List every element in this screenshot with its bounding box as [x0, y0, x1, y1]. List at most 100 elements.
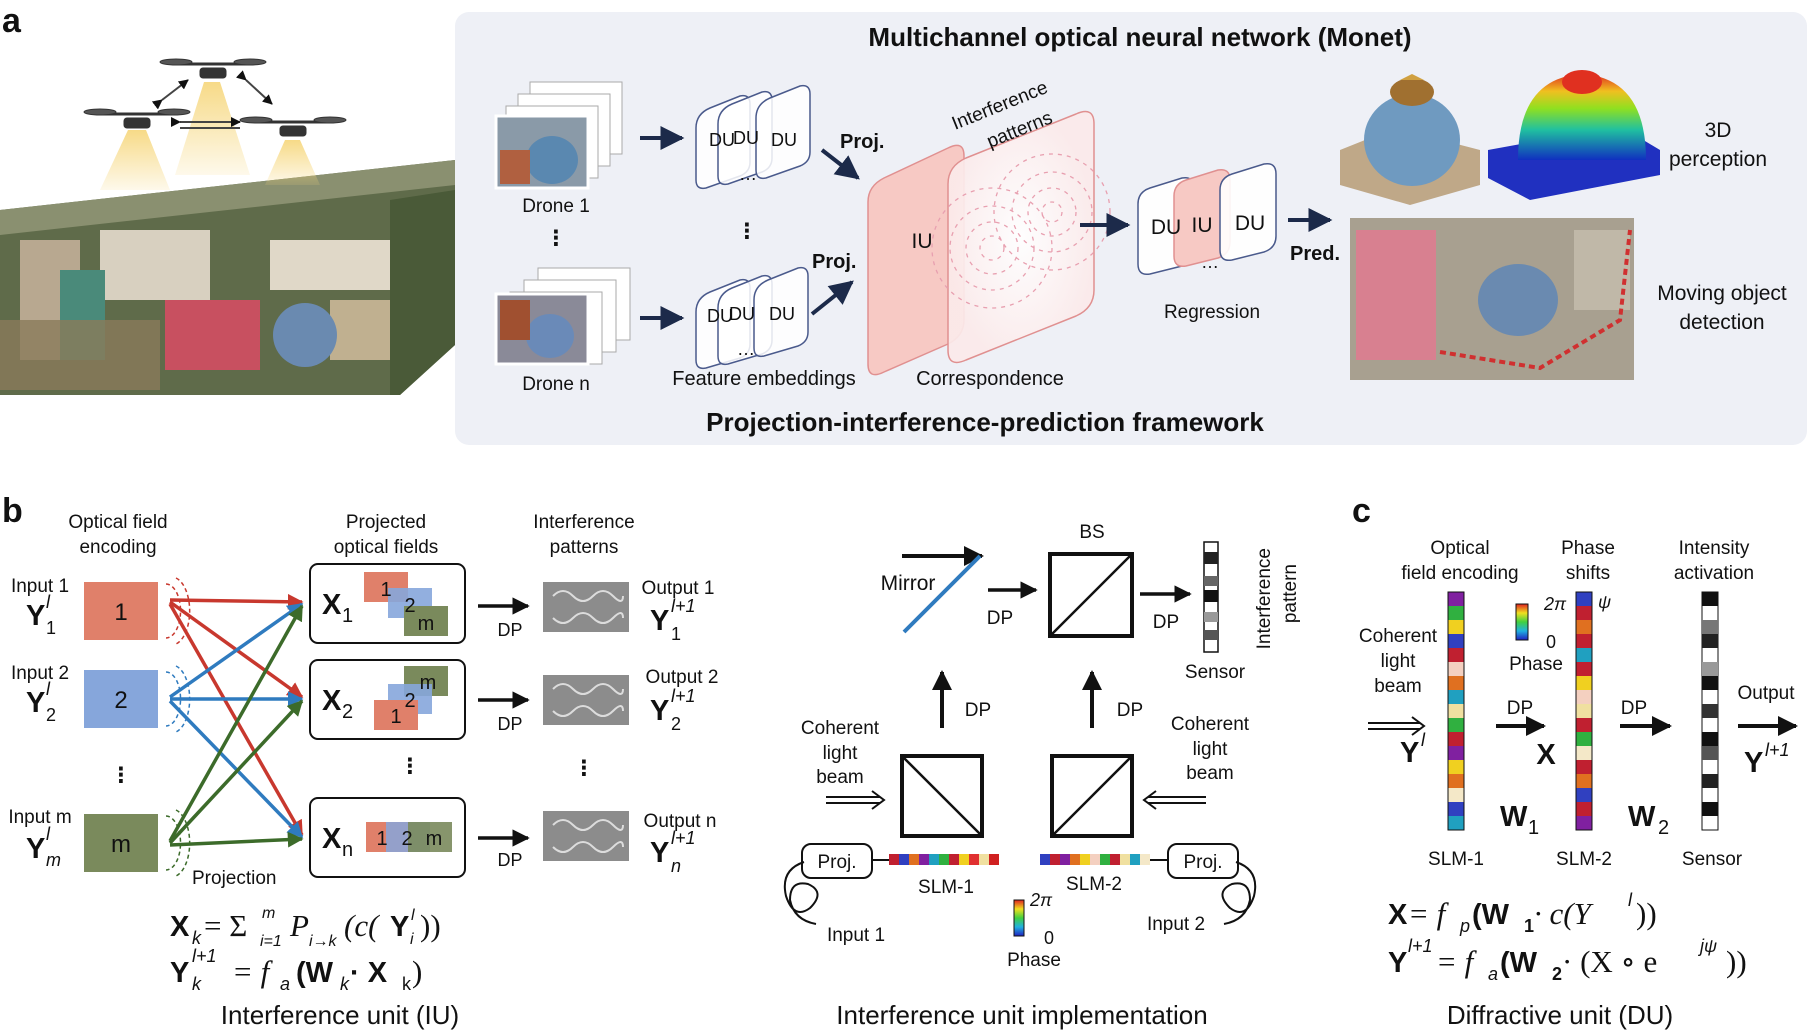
du-label: DU — [729, 304, 755, 324]
vertical-dots: ⋮ — [546, 227, 567, 250]
slm-2-label: SLM-2 — [1066, 874, 1122, 895]
output-n: Output n Y l+1 n — [644, 811, 717, 876]
drone-icon — [83, 58, 347, 137]
dp-label: DP — [497, 714, 522, 734]
dp-label: DP — [987, 608, 1013, 629]
output-n-superscript: l+1 — [671, 828, 696, 848]
output-n-label: Output n — [644, 811, 717, 832]
input-1-symbol: Y — [26, 600, 45, 632]
col-encoding-label-1: Optical — [1430, 538, 1489, 559]
drone-n-image-stack — [494, 267, 631, 366]
output-n-subscript: n — [671, 856, 681, 876]
proj-label-top: Proj. — [840, 131, 884, 153]
ellipsis: … — [1201, 252, 1219, 272]
du-stack-bottom — [695, 266, 809, 370]
projected-box-1: 1 2 m X 1 — [309, 563, 466, 644]
mirror — [902, 554, 982, 634]
psi-label: ψ — [1598, 592, 1611, 612]
slm-1-label: SLM-1 — [1428, 849, 1484, 870]
interference-pattern-label-1: Interference — [1254, 548, 1275, 649]
du-label: DU — [1235, 212, 1265, 235]
eq-symbol: X — [170, 911, 190, 943]
eq-text: (c( — [344, 908, 380, 943]
input-m-label: Input m — [8, 807, 71, 828]
output-2-label: Output 2 — [646, 667, 719, 688]
sensor-strip-impl — [1203, 541, 1219, 653]
eq-superscript: l+1 — [192, 946, 217, 966]
dome-photo — [1340, 74, 1480, 205]
coherent-label-2: light — [823, 743, 859, 764]
bs-diagonal — [901, 755, 983, 837]
interference-pattern-label-2: pattern — [1280, 564, 1301, 623]
col-intensity-label-2: activation — [1674, 563, 1754, 584]
eq-superscript: l — [411, 907, 415, 924]
panel-label-c: c — [1352, 492, 1371, 530]
coherent-label-2: light — [1193, 739, 1229, 760]
interference-thumbnails — [543, 582, 629, 861]
double-arrow-c — [1368, 716, 1426, 736]
fiber-coil-right — [1221, 861, 1257, 925]
output-2-superscript: l+1 — [671, 686, 696, 706]
slm-2-column — [1575, 591, 1593, 831]
col-phase-label-1: Phase — [1561, 538, 1615, 559]
du-label: DU — [1151, 216, 1181, 239]
eq-text: P — [289, 908, 309, 943]
dp-arrows-b — [478, 597, 530, 847]
input-m-superscript: l — [46, 824, 51, 844]
projected-box-2: m 2 1 X 2 — [309, 659, 466, 740]
phase-colorbar-impl — [1013, 899, 1025, 937]
y-in-symbol: Y — [1400, 737, 1419, 769]
eq-subscript: k — [402, 974, 412, 994]
eq-subscript: k — [192, 974, 202, 994]
eq-subscript: 2 — [1552, 964, 1562, 984]
eq-subscript: 1 — [1524, 916, 1534, 936]
stack-label: 1 — [376, 828, 387, 850]
x-n-symbol: X — [322, 823, 342, 855]
moving-object-label-2: detection — [1679, 311, 1764, 334]
correspondence-label: Correspondence — [916, 368, 1064, 390]
proj-label: Proj. — [817, 852, 856, 873]
phase-label: Phase — [1007, 950, 1061, 971]
dp-label: DP — [497, 620, 522, 640]
output-2-symbol: Y — [650, 695, 669, 727]
input-m-subscript: m — [46, 850, 61, 870]
bs-diagonal — [1051, 755, 1133, 837]
x-n-subscript: n — [342, 839, 353, 861]
sensor-column-c — [1701, 591, 1719, 831]
coherent-label-3: beam — [816, 767, 864, 788]
output-label: Output — [1737, 683, 1795, 704]
input-2-block-label: 2 — [114, 687, 127, 714]
pred-label: Pred. — [1290, 243, 1340, 265]
input-row-m: Input m Y l m m — [8, 807, 158, 872]
output-superscript: l+1 — [1765, 740, 1790, 760]
iu-label: IU — [912, 230, 933, 253]
coherent-label-1: Coherent — [801, 718, 880, 739]
dp-label: DP — [1507, 698, 1533, 719]
output-1: Output 1 Y l+1 1 — [642, 578, 715, 644]
vertical-dots: ⋮ — [574, 757, 595, 780]
col-phase-label-2: shifts — [1566, 563, 1610, 584]
x-2-symbol: X — [322, 685, 342, 717]
equation-iu-1: X k = Σ i=1 m P i→k (c( Y i l )) — [170, 905, 441, 950]
eq-symbol: Y — [170, 957, 189, 989]
ellipsis: … — [737, 339, 755, 359]
sensor-label: Sensor — [1682, 849, 1743, 870]
stack-label: m — [426, 828, 443, 850]
stack-label: 2 — [404, 595, 415, 617]
input-m-block-label: m — [111, 831, 131, 858]
output-symbol: Y — [1744, 747, 1763, 779]
slm-2-label: SLM-2 — [1556, 849, 1612, 870]
bs-label: BS — [1079, 522, 1104, 543]
3d-perception-label-1: 3D — [1705, 119, 1732, 142]
output-1-label: Output 1 — [642, 578, 715, 599]
input-2-subscript: 2 — [46, 705, 56, 725]
eq-text: · c(Y — [1534, 896, 1594, 931]
du-label: DU — [769, 304, 795, 324]
eq-text: )) — [1726, 944, 1747, 979]
proj-arrow-top — [820, 148, 860, 180]
iu-label: IU — [1192, 214, 1213, 237]
du-label: DU — [733, 128, 759, 148]
stack-label: 2 — [401, 828, 412, 850]
slm-1-strip — [889, 854, 999, 865]
